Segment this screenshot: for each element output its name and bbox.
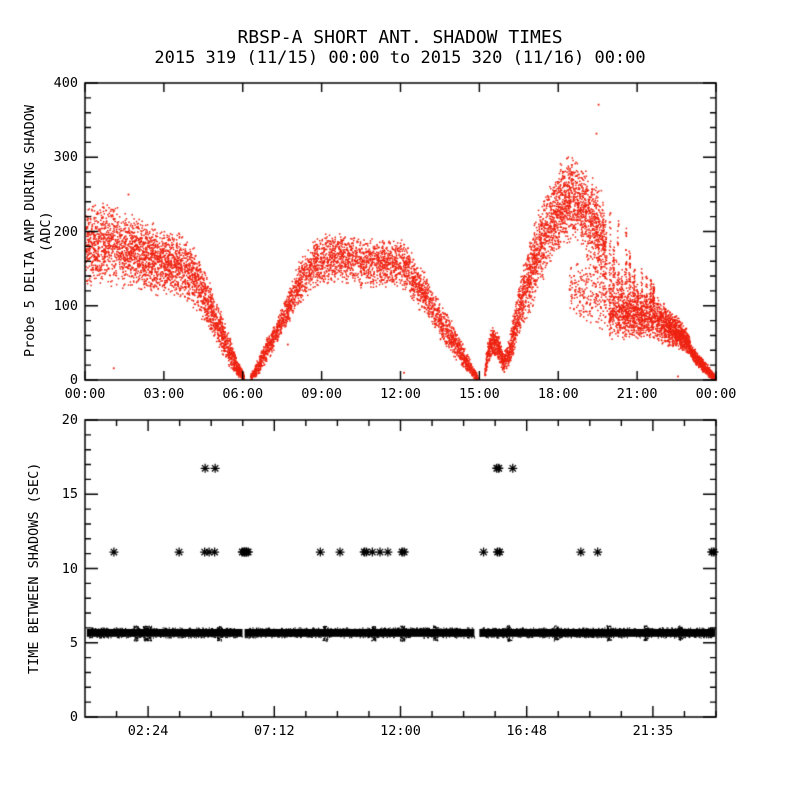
top-y-tick-label: 100 bbox=[53, 297, 78, 314]
top-x-tick-label: 03:00 bbox=[143, 386, 185, 402]
chart-subtitle: 2015 319 (11/15) 00:00 to 2015 320 (11/1… bbox=[154, 48, 646, 68]
bottom-y-tick-label: 5 bbox=[69, 634, 78, 651]
bottom-y-tick-label: 20 bbox=[61, 412, 78, 428]
bottom-y-tick-label: 0 bbox=[69, 709, 78, 725]
top-x-tick-label: 21:00 bbox=[616, 386, 658, 402]
top-x-tick-label: 12:00 bbox=[380, 386, 421, 402]
bottom-y-tick-label: 15 bbox=[61, 486, 78, 503]
bottom-x-tick-label: 12:00 bbox=[380, 723, 421, 739]
top-x-tick-label: 00:00 bbox=[695, 386, 737, 402]
top-y-tick-label: 200 bbox=[53, 223, 78, 240]
bottom-y-tick-label: 10 bbox=[61, 560, 78, 577]
top-x-tick-label: 09:00 bbox=[301, 386, 342, 402]
top-x-tick-label: 00:00 bbox=[64, 386, 106, 402]
top-x-tick-label: 18:00 bbox=[537, 386, 579, 402]
top-y-tick-label: 0 bbox=[69, 372, 78, 388]
chart-title: RBSP-A SHORT ANT. SHADOW TIMES bbox=[237, 27, 563, 48]
bottom-panel-canvas bbox=[83, 418, 719, 720]
top-y-tick-label: 400 bbox=[53, 75, 78, 91]
top-x-tick-label: 15:00 bbox=[459, 386, 500, 402]
top-x-tick-label: 06:00 bbox=[222, 386, 264, 402]
top-y-tick-label: 300 bbox=[53, 149, 78, 166]
bottom-x-tick-label: 07:12 bbox=[253, 723, 295, 739]
bottom-x-tick-label: 16:48 bbox=[506, 723, 548, 739]
top-panel-canvas bbox=[83, 81, 719, 383]
bottom-x-tick-label: 21:35 bbox=[632, 723, 674, 739]
bottom-x-tick-label: 02:24 bbox=[127, 723, 169, 739]
